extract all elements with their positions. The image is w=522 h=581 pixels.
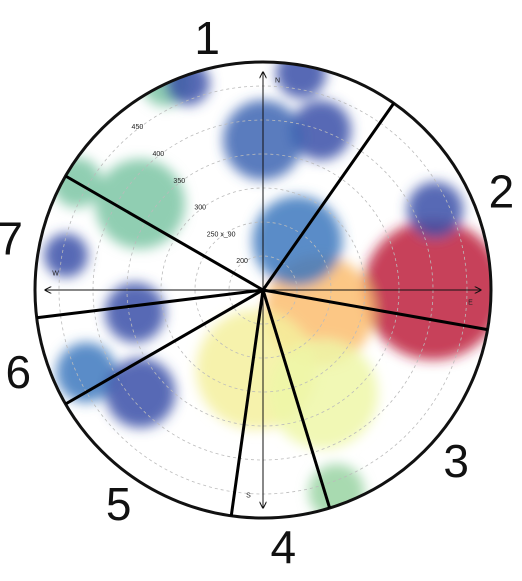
sector-boundary <box>36 288 264 320</box>
heat-cell <box>407 181 464 238</box>
heatmap-layer <box>35 62 491 518</box>
sector-label: 5 <box>106 478 132 530</box>
sector-boundary <box>261 102 396 291</box>
axis-label: W <box>52 270 59 277</box>
radial-tick-label: 300 <box>194 205 206 212</box>
radial-tick-label: 250 x_90 <box>207 231 236 238</box>
sector-dividers <box>36 102 488 516</box>
sector-label: 6 <box>6 346 32 398</box>
sector-boundary <box>261 289 332 509</box>
compass-axes: N E S W <box>45 72 481 508</box>
axis-label: N <box>275 78 280 85</box>
radial-tick-label: 200 <box>236 258 248 265</box>
radial-tick-label: 450 <box>132 124 144 131</box>
axis-label: S <box>246 492 251 499</box>
sector-label: 4 <box>270 521 296 573</box>
heat-cell <box>105 357 176 428</box>
heat-cell <box>44 233 89 278</box>
heat-cell <box>276 62 327 99</box>
heat-cell <box>104 282 165 343</box>
sector-boundary <box>64 288 264 406</box>
outer-circle <box>33 60 493 520</box>
sector-label: 2 <box>489 165 515 217</box>
axis-label: E <box>468 300 473 307</box>
heat-cell <box>268 338 378 449</box>
sector-label: 1 <box>194 12 220 64</box>
sector-labels: 1 2 3 4 5 6 7 <box>0 12 514 573</box>
heat-cell <box>165 62 210 106</box>
sector-label: 3 <box>443 435 469 487</box>
radial-tick-label: 400 <box>152 151 164 158</box>
sector-boundary <box>262 288 488 332</box>
sector-boundary <box>229 289 265 516</box>
radial-tick-label: 350 <box>173 178 185 185</box>
sector-boundary <box>64 174 264 292</box>
heat-cell <box>95 158 186 249</box>
heat-cell <box>56 342 117 403</box>
sector-label: 7 <box>0 213 23 265</box>
